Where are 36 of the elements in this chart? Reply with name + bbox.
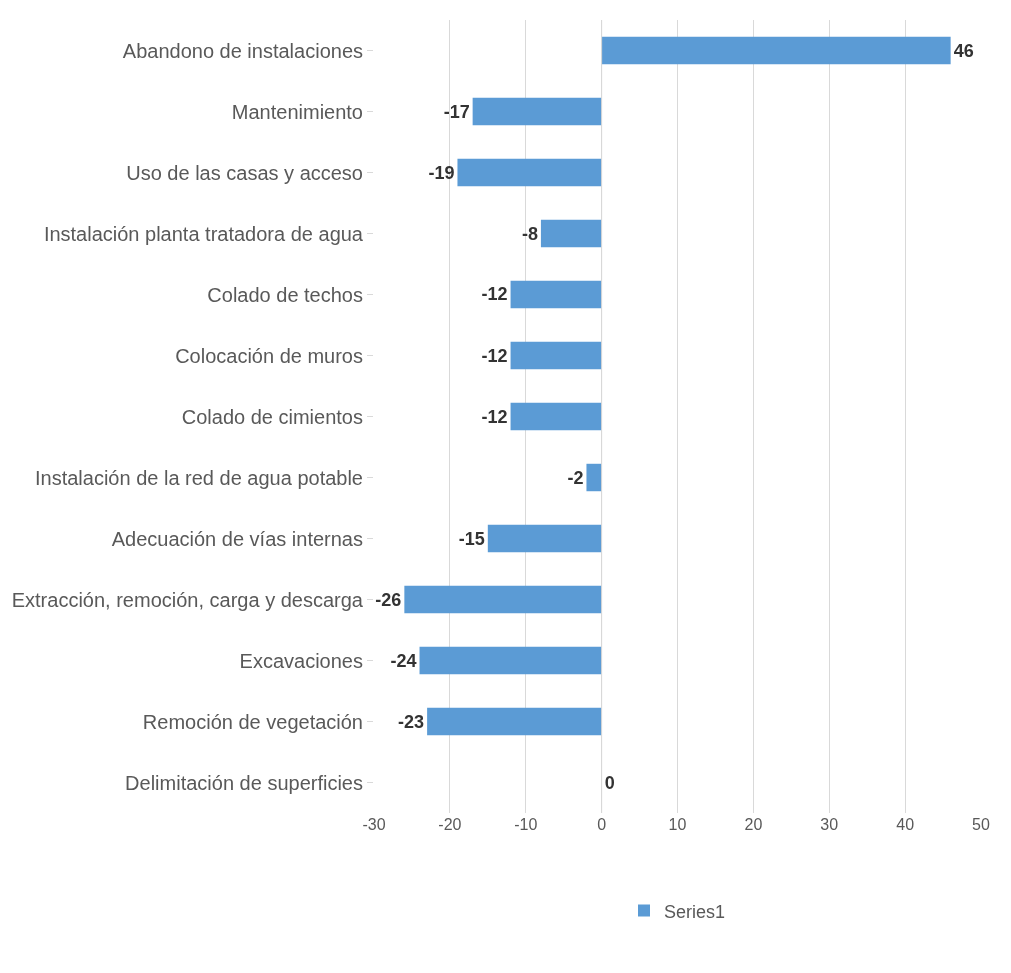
y-tick-label: Mantenimiento — [231, 100, 363, 123]
data-label: -2 — [567, 467, 584, 488]
y-tick-label: Uso de las casas y acceso — [126, 161, 363, 184]
y-tick-label: Abandono de instalaciones — [122, 39, 363, 62]
data-label: -19 — [428, 162, 455, 183]
y-tick-label: Colocación de muros — [175, 344, 363, 367]
data-label: -26 — [375, 589, 402, 610]
y-tick-label: Colado de cimientos — [181, 405, 363, 428]
x-tick-label: -10 — [514, 816, 538, 833]
data-label: -23 — [398, 711, 425, 732]
legend-label: Series1 — [664, 901, 726, 922]
data-label: -24 — [390, 650, 417, 671]
data-label: -15 — [458, 528, 485, 549]
x-tick-label: 50 — [972, 816, 990, 833]
data-label: -12 — [481, 406, 508, 427]
data-label: -12 — [481, 345, 508, 366]
x-tick-label: 40 — [896, 816, 915, 833]
y-tick-label: Adecuación de vías internas — [111, 527, 363, 550]
y-tick-label: Colado de techos — [207, 283, 363, 306]
y-tick-label: Remoción de vegetación — [142, 710, 363, 733]
x-tick-label: 20 — [744, 816, 763, 833]
y-tick-label: Extracción, remoción, carga y descarga — [11, 588, 364, 611]
x-tick-label: -30 — [362, 816, 386, 833]
x-tick-label: -20 — [438, 816, 462, 833]
x-tick-label: 10 — [668, 816, 687, 833]
y-tick-label: Delimitación de superficies — [125, 771, 363, 794]
data-label: 46 — [953, 40, 974, 61]
data-label: -8 — [521, 223, 538, 244]
y-tick-label: Instalación de la red de agua potable — [34, 466, 363, 489]
x-tick-label: 30 — [820, 816, 839, 833]
data-label: 0 — [604, 772, 615, 793]
data-label: -17 — [443, 101, 470, 122]
y-tick-label: Instalación planta tratadora de agua — [43, 222, 364, 245]
x-tick-label: 0 — [597, 816, 607, 833]
y-tick-label: Excavaciones — [239, 649, 363, 672]
data-label: -12 — [481, 284, 508, 305]
